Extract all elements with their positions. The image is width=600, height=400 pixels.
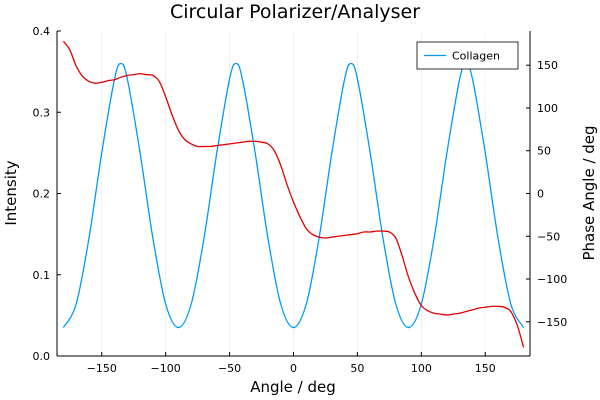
tick-labels: −150 −100 −50 0 50 100 150 0.0 0.1 0.2 0.3 0.4 −150 −… (33, 25, 568, 375)
y2-tick-label: 150 (537, 59, 558, 72)
y2-tick-label: −150 (537, 316, 567, 329)
y2-tick-label: −50 (537, 230, 560, 243)
y-tick-label: 0.0 (33, 350, 51, 363)
x-tick-label: −50 (218, 362, 241, 375)
y-tick-label: 0.3 (33, 106, 51, 119)
y2-axis-label: Phase Angle / deg (580, 125, 598, 260)
y2-tick-label: 0 (537, 188, 544, 201)
y2-tick-label: 50 (537, 145, 551, 158)
x-tick-label: 150 (475, 362, 496, 375)
x-tick-label: 50 (350, 362, 364, 375)
y2-tick-label: −100 (537, 273, 567, 286)
legend-label-collagen: Collagen (452, 50, 500, 63)
y-axis-label: Intensity (2, 160, 20, 225)
series-line-phase-angle (62, 40, 525, 348)
x-tick-label: −150 (87, 362, 117, 375)
x-axis-label: Angle / deg (250, 378, 336, 396)
y-tick-label: 0.4 (33, 25, 51, 38)
axes (56, 30, 531, 357)
legend: Collagen (416, 41, 519, 70)
plot-area (62, 40, 525, 348)
x-tick-label: −100 (151, 362, 181, 375)
x-tick-label: 0 (290, 362, 297, 375)
x-tick-label: 100 (411, 362, 432, 375)
chart-title: Circular Polarizer/Analyser (170, 1, 420, 23)
y-tick-label: 0.1 (33, 269, 51, 282)
y2-tick-label: 100 (537, 102, 558, 115)
y-tick-label: 0.2 (33, 188, 51, 201)
series-line-collagen (62, 62, 525, 329)
